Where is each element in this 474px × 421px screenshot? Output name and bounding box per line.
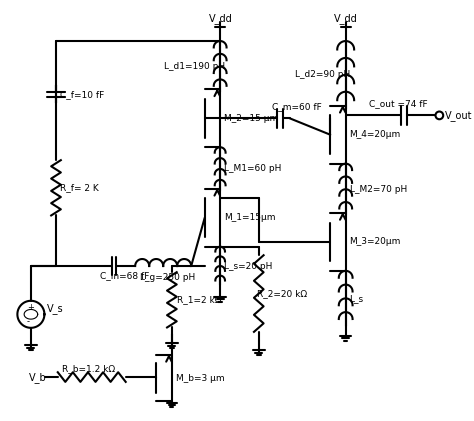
Text: L_g=250 pH: L_g=250 pH	[140, 273, 195, 282]
Text: R_b=1.2 kΩ: R_b=1.2 kΩ	[62, 364, 115, 373]
Text: M_2=15 μm: M_2=15 μm	[224, 114, 278, 123]
Text: V_b: V_b	[29, 372, 47, 383]
Text: +: +	[27, 303, 34, 312]
Text: L_M1=60 pH: L_M1=60 pH	[224, 165, 282, 173]
Text: L_s=20 pH: L_s=20 pH	[224, 261, 273, 271]
Text: V_out: V_out	[445, 110, 473, 121]
Text: L_s: L_s	[349, 294, 364, 303]
Text: V_dd: V_dd	[334, 13, 358, 24]
Text: V_s: V_s	[47, 303, 64, 314]
Text: M_b=3 μm: M_b=3 μm	[176, 373, 224, 383]
Text: M_4=20μm: M_4=20μm	[349, 130, 401, 139]
Text: L_M2=70 pH: L_M2=70 pH	[349, 185, 407, 194]
Text: R_f= 2 K: R_f= 2 K	[60, 183, 99, 192]
Text: V_dd: V_dd	[209, 13, 232, 24]
Text: L_d1=190 pH: L_d1=190 pH	[164, 62, 225, 71]
Text: R_2=20 kΩ: R_2=20 kΩ	[257, 289, 307, 298]
Text: M_1=15μm: M_1=15μm	[224, 213, 275, 222]
Text: C_in=68 fF: C_in=68 fF	[100, 271, 150, 280]
Text: R_1=2 kΩ: R_1=2 kΩ	[177, 295, 221, 304]
Text: M_3=20μm: M_3=20μm	[349, 237, 401, 246]
Text: -: -	[27, 317, 30, 327]
Text: C_out =74 fF: C_out =74 fF	[369, 99, 428, 108]
Text: C_f=10 fF: C_f=10 fF	[60, 90, 104, 99]
Text: C_m=60 fF: C_m=60 fF	[272, 102, 322, 111]
Text: L_d2=90 pH: L_d2=90 pH	[295, 70, 351, 79]
